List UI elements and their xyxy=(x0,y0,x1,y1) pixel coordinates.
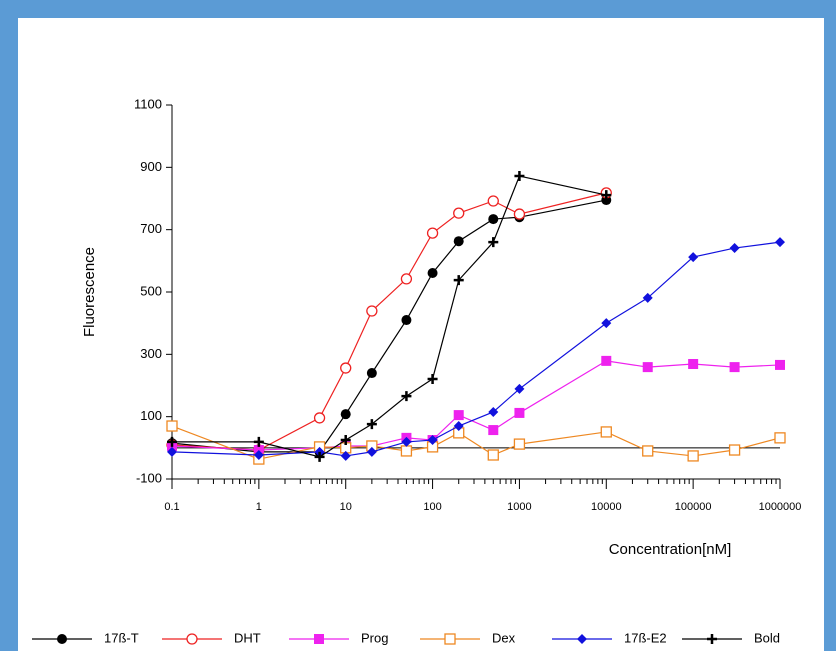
marker xyxy=(427,373,438,384)
legend-label: Bold xyxy=(754,630,780,645)
marker xyxy=(514,171,525,182)
y-tick-label: 500 xyxy=(140,283,162,298)
marker xyxy=(775,237,785,248)
x-tick-label: 10 xyxy=(340,501,352,513)
marker xyxy=(253,436,264,447)
marker xyxy=(642,292,653,303)
marker xyxy=(514,383,525,394)
marker xyxy=(487,449,499,461)
marker xyxy=(775,359,785,370)
marker xyxy=(488,425,499,436)
marker xyxy=(340,450,351,461)
y-axis-label: Fluorescence xyxy=(81,247,98,337)
legend-marker xyxy=(707,634,717,644)
marker xyxy=(340,362,352,374)
marker xyxy=(401,315,412,326)
marker xyxy=(774,432,786,444)
y-tick-label: 700 xyxy=(140,221,162,236)
marker xyxy=(340,435,351,446)
x-tick-label: 0.1 xyxy=(164,501,179,513)
legend-label: Prog xyxy=(361,630,388,645)
y-tick-label: 1100 xyxy=(134,96,162,111)
marker xyxy=(400,273,413,285)
marker xyxy=(487,195,499,207)
marker xyxy=(400,445,413,457)
y-tick-label: 100 xyxy=(140,408,162,423)
marker xyxy=(427,267,438,278)
legend-marker xyxy=(444,633,456,645)
marker xyxy=(488,237,499,248)
marker xyxy=(729,243,740,254)
legend-label: 17ß-E2 xyxy=(624,630,667,645)
marker xyxy=(514,407,525,418)
marker xyxy=(366,305,378,317)
marker xyxy=(167,446,177,457)
x-tick-label: 1000 xyxy=(507,501,531,513)
x-tick-label: 1000000 xyxy=(759,501,802,513)
marker xyxy=(401,436,412,447)
y-tick-label: 300 xyxy=(140,346,162,361)
y-tick-label: 900 xyxy=(140,159,162,174)
legend-label: Dex xyxy=(492,630,516,645)
marker xyxy=(313,412,326,424)
marker xyxy=(453,410,464,421)
marker xyxy=(688,358,699,369)
x-tick-label: 100000 xyxy=(675,501,712,513)
marker xyxy=(340,409,351,420)
marker xyxy=(488,406,499,417)
marker xyxy=(366,446,377,457)
x-tick-label: 100 xyxy=(423,501,441,513)
marker xyxy=(728,444,741,456)
marker xyxy=(366,368,377,379)
marker xyxy=(642,445,654,457)
marker xyxy=(427,435,438,446)
y-tick-label: -100 xyxy=(136,470,162,485)
marker xyxy=(426,227,439,239)
marker xyxy=(687,450,699,462)
marker xyxy=(366,419,377,430)
legend-marker xyxy=(577,634,587,644)
marker xyxy=(488,214,499,225)
canvas xyxy=(18,18,824,651)
legend-marker xyxy=(186,633,198,645)
marker xyxy=(642,362,653,373)
marker xyxy=(453,207,465,219)
marker xyxy=(688,252,699,263)
legend-label: 17ß-T xyxy=(104,630,139,645)
marker xyxy=(601,355,612,366)
marker xyxy=(513,208,526,220)
marker xyxy=(401,391,412,402)
marker xyxy=(600,426,612,438)
marker xyxy=(513,438,526,450)
x-axis-label: Concentration[nM] xyxy=(609,541,732,558)
marker xyxy=(453,236,464,247)
marker xyxy=(167,436,177,447)
marker xyxy=(314,451,325,462)
x-tick-label: 1 xyxy=(256,501,262,513)
marker xyxy=(166,420,178,432)
marker xyxy=(453,421,464,432)
marker xyxy=(453,275,464,286)
legend-label: DHT xyxy=(234,630,261,645)
x-tick-label: 10000 xyxy=(591,501,622,513)
marker xyxy=(601,190,612,201)
marker xyxy=(253,450,264,461)
legend-marker xyxy=(57,634,67,644)
legend-marker xyxy=(314,634,324,644)
marker xyxy=(729,362,740,373)
marker xyxy=(601,318,612,329)
